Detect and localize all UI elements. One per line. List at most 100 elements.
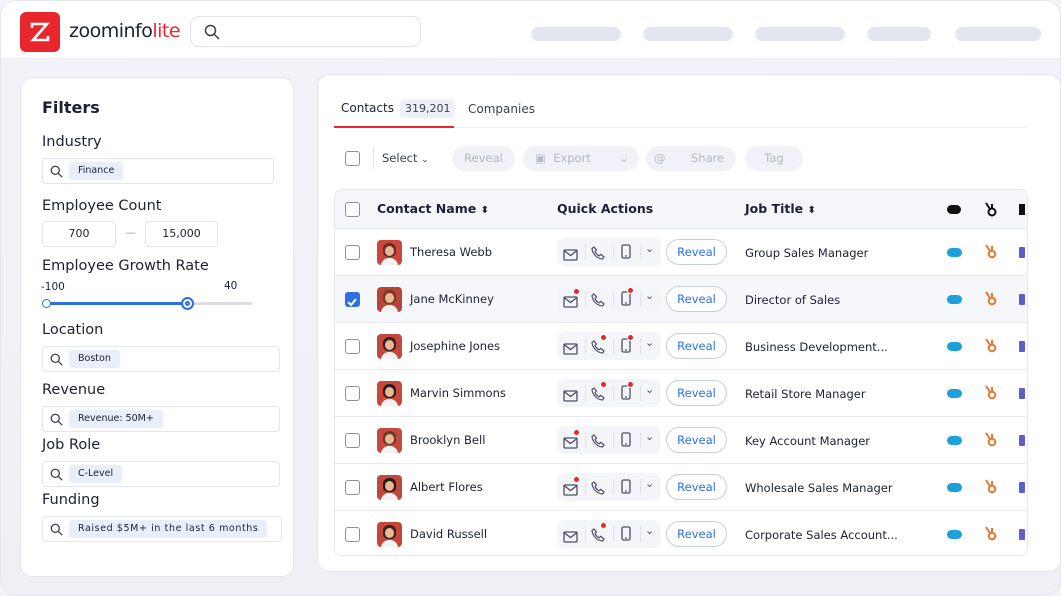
table-row[interactable]: Brooklyn Bell ⌄ Reveal Key Account Manag…	[335, 417, 1027, 464]
chevron-down-icon[interactable]: ⌄	[645, 242, 655, 255]
email-icon[interactable]	[563, 429, 580, 453]
hubspot-icon[interactable]	[983, 242, 999, 260]
contact-name[interactable]: Albert Flores	[410, 480, 483, 494]
row-checkbox[interactable]	[345, 386, 360, 401]
table-row[interactable]: David Russell ⌄ Reveal Corporate Sales A…	[335, 511, 1027, 555]
contact-name[interactable]: Jane McKinney	[410, 292, 494, 306]
salesforce-icon[interactable]	[947, 530, 962, 539]
growth-slider-track[interactable]	[42, 297, 253, 310]
employee-count-max[interactable]: 15,000	[145, 221, 218, 247]
outreach-icon[interactable]	[1019, 435, 1025, 446]
contact-name[interactable]: Theresa Webb	[410, 245, 493, 259]
employee-count-min[interactable]: 700	[42, 221, 116, 247]
nav-placeholder[interactable]	[867, 27, 931, 41]
table-row[interactable]: Jane McKinney ⌄ Reveal Director of Sales	[335, 276, 1027, 323]
nav-placeholder[interactable]	[955, 27, 1041, 41]
column-contact-name[interactable]: Contact Name ⬍	[377, 201, 489, 216]
mobile-icon[interactable]	[621, 244, 631, 263]
chevron-down-icon[interactable]: ⌄	[645, 477, 655, 490]
revenue-filter-input[interactable]: Revenue: 50M+	[42, 406, 280, 432]
row-checkbox[interactable]	[345, 339, 360, 354]
mobile-icon[interactable]	[621, 526, 631, 545]
reveal-button[interactable]: Reveal	[666, 239, 727, 265]
salesforce-icon[interactable]	[947, 295, 962, 304]
select-dropdown[interactable]: Select ⌄	[382, 151, 429, 165]
tag-button[interactable]: Tag	[745, 146, 803, 171]
table-row[interactable]: Josephine Jones ⌄ Reveal Business Develo…	[335, 323, 1027, 370]
contact-name[interactable]: David Russell	[410, 527, 488, 541]
location-filter-input[interactable]: Boston	[42, 346, 280, 372]
tab-companies[interactable]: Companies	[468, 102, 535, 116]
salesforce-icon[interactable]	[947, 248, 962, 257]
reveal-button[interactable]: Reveal	[666, 380, 727, 406]
outreach-icon[interactable]	[1019, 482, 1025, 493]
chevron-down-icon[interactable]: ⌄	[645, 289, 655, 302]
tab-contacts[interactable]: Contacts 319,201	[341, 99, 456, 118]
phone-icon[interactable]	[591, 334, 607, 358]
hubspot-icon[interactable]	[983, 477, 999, 495]
reveal-bulk-button[interactable]: Reveal	[452, 146, 515, 171]
salesforce-icon[interactable]	[947, 483, 962, 492]
chevron-down-icon[interactable]: ⌄	[645, 524, 655, 537]
chevron-down-icon[interactable]: ⌄	[645, 383, 655, 396]
funding-chip[interactable]: Raised $5M+ in the last 6 months	[69, 520, 268, 538]
location-chip[interactable]: Boston	[69, 350, 120, 368]
contact-name[interactable]: Brooklyn Bell	[410, 433, 486, 447]
reveal-button[interactable]: Reveal	[666, 474, 727, 500]
industry-chip[interactable]: Finance	[69, 162, 124, 180]
hubspot-icon[interactable]	[983, 289, 999, 307]
job-role-filter-input[interactable]: C-Level	[42, 461, 280, 487]
row-checkbox[interactable]	[345, 245, 360, 260]
salesforce-icon[interactable]	[947, 389, 962, 398]
slider-handle-min[interactable]	[42, 299, 51, 308]
email-icon[interactable]	[563, 288, 580, 312]
reveal-button[interactable]: Reveal	[666, 521, 727, 547]
revenue-chip[interactable]: Revenue: 50M+	[69, 410, 163, 428]
phone-icon[interactable]	[591, 381, 607, 405]
reveal-button[interactable]: Reveal	[666, 286, 727, 312]
table-row[interactable]: Albert Flores ⌄ Reveal Wholesale Sales M…	[335, 464, 1027, 511]
outreach-icon[interactable]	[1019, 294, 1025, 305]
search-input[interactable]	[190, 16, 421, 47]
outreach-icon[interactable]	[1019, 247, 1025, 258]
phone-icon[interactable]	[591, 292, 605, 311]
header-checkbox[interactable]	[345, 202, 360, 217]
slider-handle-max[interactable]	[181, 297, 194, 310]
export-button[interactable]: ▣ Export ⌄	[523, 146, 639, 171]
contact-name[interactable]: Josephine Jones	[410, 339, 501, 353]
phone-icon[interactable]	[591, 522, 607, 546]
phone-icon[interactable]	[591, 433, 605, 452]
reveal-button[interactable]: Reveal	[666, 427, 727, 453]
mobile-icon[interactable]	[621, 479, 631, 498]
hubspot-icon[interactable]	[983, 383, 999, 401]
row-checkbox[interactable]	[345, 433, 360, 448]
chevron-down-icon[interactable]: ⌄	[645, 336, 655, 349]
email-icon[interactable]	[563, 387, 578, 406]
mobile-icon[interactable]	[621, 287, 634, 310]
nav-placeholder[interactable]	[531, 27, 621, 41]
outreach-icon[interactable]	[1019, 529, 1025, 540]
contact-name[interactable]: Marvin Simmons	[410, 386, 506, 400]
row-checkbox[interactable]	[345, 480, 360, 495]
select-all-checkbox[interactable]	[345, 151, 360, 166]
email-icon[interactable]	[563, 528, 578, 547]
salesforce-icon[interactable]	[947, 342, 962, 351]
row-checkbox[interactable]	[345, 292, 360, 307]
row-checkbox[interactable]	[345, 527, 360, 542]
nav-placeholder[interactable]	[643, 27, 733, 41]
email-icon[interactable]	[563, 246, 578, 265]
salesforce-icon[interactable]	[947, 436, 962, 445]
reveal-button[interactable]: Reveal	[666, 333, 727, 359]
hubspot-icon[interactable]	[983, 430, 999, 448]
table-row[interactable]: Marvin Simmons ⌄ Reveal Retail Store Man…	[335, 370, 1027, 417]
nav-placeholder[interactable]	[755, 27, 845, 41]
job-role-chip[interactable]: C-Level	[69, 465, 123, 483]
funding-filter-input[interactable]: Raised $5M+ in the last 6 months	[42, 516, 282, 542]
email-icon[interactable]	[563, 340, 578, 359]
email-icon[interactable]	[563, 476, 580, 500]
table-row[interactable]: Theresa Webb ⌄ Reveal Group Sales Manage…	[335, 229, 1027, 276]
share-button[interactable]: @ Share	[646, 146, 736, 171]
phone-icon[interactable]	[591, 245, 605, 264]
hubspot-icon[interactable]	[983, 524, 999, 542]
hubspot-icon[interactable]	[983, 336, 999, 354]
